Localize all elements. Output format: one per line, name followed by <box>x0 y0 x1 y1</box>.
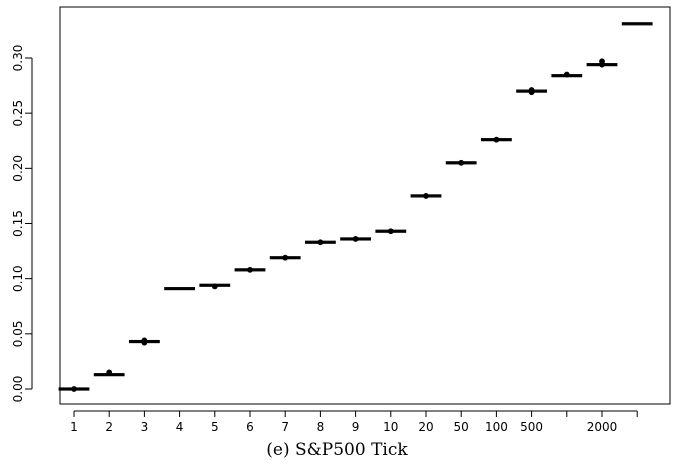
x-tick-label: 500 <box>520 420 543 434</box>
outlier-point <box>282 254 289 261</box>
x-tick-label: 9 <box>352 420 360 434</box>
y-tick-label: 0.00 <box>11 376 25 403</box>
chart-caption: (e) S&P500 Tick <box>266 440 408 460</box>
x-tick-label: 6 <box>246 420 254 434</box>
x-tick-label: 10 <box>383 420 398 434</box>
outlier-point <box>106 369 113 376</box>
y-tick-label: 0.20 <box>11 155 25 182</box>
chart-marks <box>58 22 653 392</box>
x-tick-label: 3 <box>141 420 149 434</box>
outlier-point <box>423 193 429 199</box>
x-tick-label: 50 <box>454 420 469 434</box>
outlier-point <box>563 71 570 78</box>
outlier-point <box>317 239 324 246</box>
outlier-point <box>247 266 253 273</box>
x-tick-label: 4 <box>176 420 184 434</box>
outlier-point <box>458 159 465 166</box>
plot-frame <box>59 6 671 405</box>
x-tick-label: 2 <box>105 420 113 434</box>
outlier-point <box>71 386 77 392</box>
y-axis: 0.00 0.05 0.10 0.15 0.20 0.25 0.30 <box>11 45 33 403</box>
outlier-point <box>599 61 605 68</box>
box-4 <box>164 286 196 291</box>
y-tick-label: 0.15 <box>11 210 25 237</box>
x-tick-label: 100 <box>485 420 508 434</box>
y-tick-label: 0.25 <box>11 100 25 127</box>
outlier-point <box>387 228 394 235</box>
outlier-point <box>211 283 218 290</box>
x-tick-label: 5 <box>211 420 219 434</box>
outlier-point <box>528 89 535 96</box>
outlier-point <box>352 236 359 242</box>
outlier-point <box>493 136 500 143</box>
box-5000 <box>621 22 653 26</box>
y-tick-label: 0.30 <box>11 45 25 72</box>
x-tick-label: 20 <box>418 420 433 434</box>
x-tick-label: 8 <box>317 420 325 434</box>
x-tick-label: 7 <box>281 420 289 434</box>
x-tick-label: 1 <box>70 420 78 434</box>
y-tick-label: 0.05 <box>11 320 25 347</box>
x-axis: 1 2 3 4 5 6 7 8 9 10 20 50 100 500 2000 <box>70 410 638 434</box>
outlier-point <box>141 339 148 346</box>
x-tick-label: 2000 <box>587 420 618 434</box>
y-tick-label: 0.10 <box>11 265 25 292</box>
